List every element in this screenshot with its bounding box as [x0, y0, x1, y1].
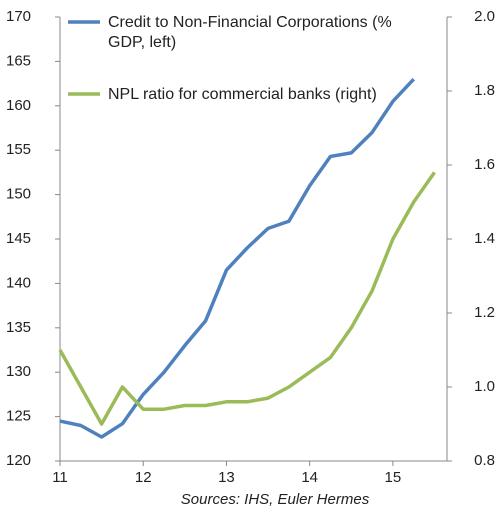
y-tick-label: 120 [6, 452, 31, 469]
y2-tick-label: 1.8 [474, 82, 495, 99]
y2-tick-label: 2.0 [474, 8, 495, 25]
y2-tick-label: 1.2 [474, 304, 495, 321]
y-tick-label: 125 [6, 408, 31, 425]
y-tick-label: 135 [6, 319, 31, 336]
series-line [58, 171, 436, 426]
y-tick-label: 150 [6, 186, 31, 203]
x-tick-label: 15 [385, 469, 402, 486]
x-tick-label: 11 [52, 469, 68, 486]
x-tick-label: 12 [135, 469, 152, 486]
y-tick-label: 155 [6, 141, 31, 158]
y2-tick-label: 1.4 [474, 230, 495, 247]
y-tick-label: 145 [6, 230, 31, 247]
x-tick-label: 13 [218, 469, 235, 486]
x-tick-label: 14 [301, 469, 318, 486]
y2-tick-label: 1.6 [474, 156, 495, 173]
series-line [59, 77, 415, 439]
y-tick-label: 140 [6, 274, 31, 291]
y2-tick-label: 1.0 [474, 378, 495, 395]
source: Sources: IHS, Euler Hermes [181, 491, 370, 508]
legend-label: Credit to Non-Financial Corporations (% … [108, 14, 392, 51]
legend-label: NPL ratio for commercial banks (right) [108, 86, 377, 103]
y-tick-label: 165 [6, 52, 31, 69]
y-tick-label: 130 [6, 363, 31, 380]
y-tick-label: 170 [6, 8, 31, 25]
y2-tick-label: 0.8 [474, 452, 495, 469]
y-tick-label: 160 [6, 97, 31, 114]
